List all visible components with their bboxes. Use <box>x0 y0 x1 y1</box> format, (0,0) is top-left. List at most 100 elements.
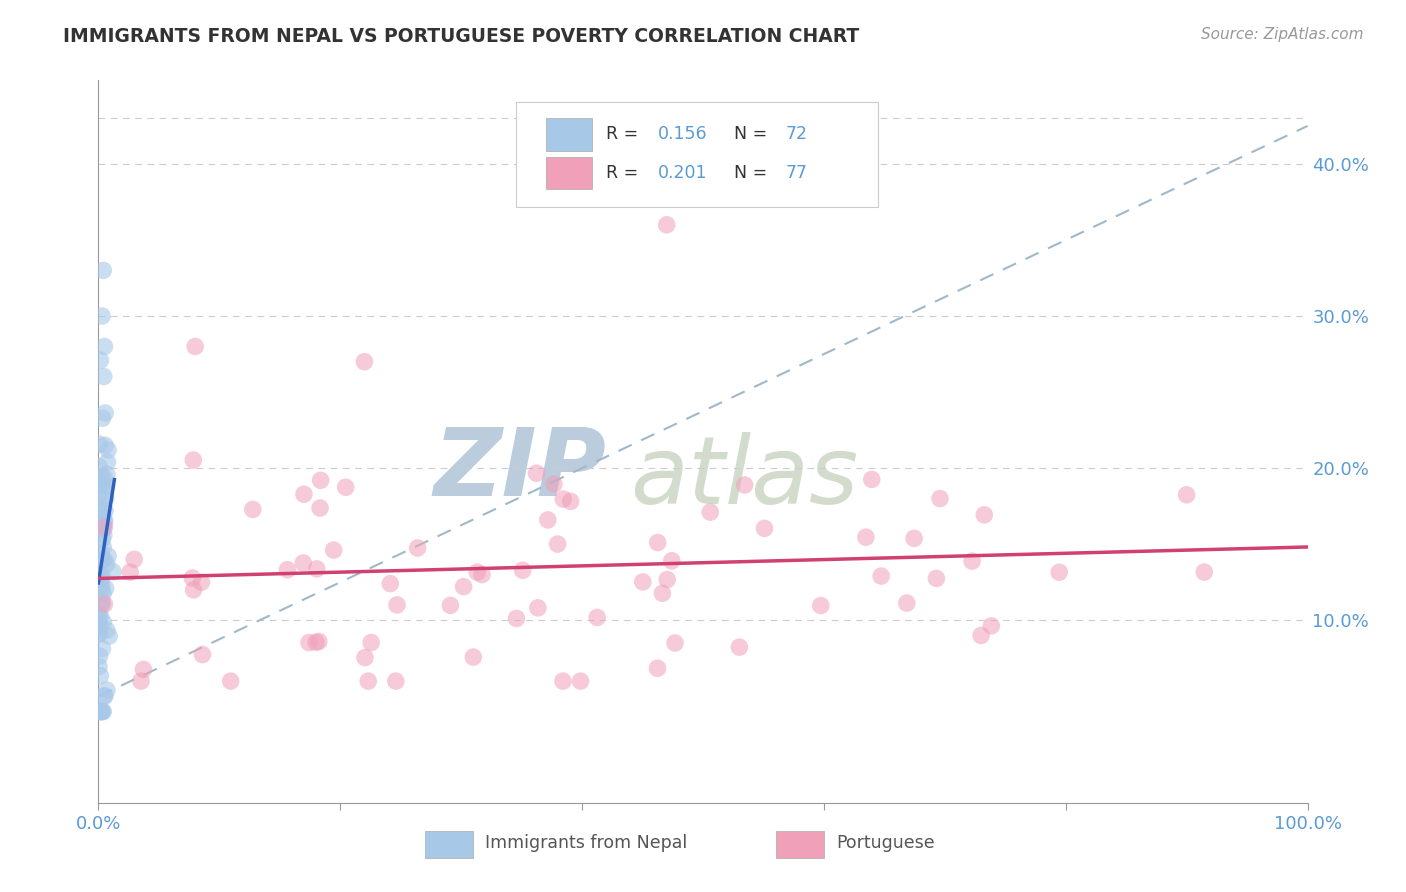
Point <box>96 624 118 638</box>
Point <box>537 513 560 527</box>
Point <box>89 579 111 593</box>
Point <box>87 607 110 622</box>
Point <box>465 565 488 579</box>
Point <box>305 635 328 649</box>
Point <box>439 599 461 613</box>
Point <box>569 674 592 689</box>
Point <box>89 437 111 451</box>
Point <box>353 354 375 368</box>
Point <box>308 634 330 648</box>
Point <box>132 662 155 676</box>
Point <box>91 541 114 555</box>
Point <box>385 674 408 689</box>
Point <box>94 483 117 498</box>
Point <box>925 571 948 585</box>
Point <box>463 650 485 665</box>
Point <box>560 494 582 508</box>
Point <box>87 659 110 673</box>
Point <box>91 705 114 719</box>
Text: IMMIGRANTS FROM NEPAL VS PORTUGUESE POVERTY CORRELATION CHART: IMMIGRANTS FROM NEPAL VS PORTUGUESE POVE… <box>63 27 859 45</box>
Text: Immigrants from Nepal: Immigrants from Nepal <box>485 833 688 852</box>
Point <box>699 505 721 519</box>
Point <box>191 648 214 662</box>
Point <box>292 556 315 570</box>
Point <box>89 546 111 560</box>
Point <box>543 477 565 491</box>
Bar <box>546 156 592 189</box>
Point <box>1047 565 1070 579</box>
Point <box>91 309 114 323</box>
Point <box>527 600 550 615</box>
Point <box>184 339 207 353</box>
Point <box>754 521 776 535</box>
Bar <box>776 831 824 858</box>
Point <box>91 595 114 609</box>
Point <box>122 552 145 566</box>
Point <box>93 501 115 516</box>
Point <box>91 581 114 595</box>
Point <box>586 610 609 624</box>
Point <box>94 689 117 703</box>
Point <box>90 571 112 585</box>
Point <box>322 543 344 558</box>
Point <box>93 475 115 490</box>
Point <box>960 554 983 568</box>
Point <box>657 573 679 587</box>
Point <box>93 690 115 704</box>
Point <box>1194 565 1216 579</box>
Point <box>91 470 114 484</box>
Point <box>89 608 111 623</box>
Point <box>93 552 115 566</box>
Point <box>87 459 110 474</box>
Point <box>664 636 686 650</box>
Bar <box>546 119 592 151</box>
Point <box>89 705 111 719</box>
Text: R =: R = <box>606 164 644 182</box>
Text: R =: R = <box>606 126 644 144</box>
Point <box>453 580 475 594</box>
Point <box>93 520 115 534</box>
Point <box>219 674 242 689</box>
Point <box>553 491 575 506</box>
Point <box>385 598 408 612</box>
Point <box>94 504 117 518</box>
Point <box>94 438 117 452</box>
Point <box>129 674 152 689</box>
Point <box>661 554 683 568</box>
Point <box>93 339 115 353</box>
Point <box>728 640 751 655</box>
Point <box>242 502 264 516</box>
Point <box>91 509 114 524</box>
Point <box>91 522 114 536</box>
Point <box>655 218 678 232</box>
Point <box>89 626 111 640</box>
Point <box>93 597 115 611</box>
Point <box>980 619 1002 633</box>
Point <box>89 353 111 368</box>
Text: N =: N = <box>734 126 773 144</box>
Point <box>190 575 212 590</box>
Point <box>903 532 925 546</box>
Point <box>96 467 118 482</box>
Point <box>94 491 117 506</box>
Point <box>98 629 121 643</box>
Point <box>357 674 380 689</box>
Point <box>896 596 918 610</box>
Text: 0.156: 0.156 <box>658 126 707 144</box>
Point <box>94 582 117 596</box>
Point <box>101 565 124 579</box>
Point <box>335 480 357 494</box>
Point <box>298 635 321 649</box>
Point <box>87 489 110 503</box>
Point <box>89 571 111 585</box>
Point <box>89 556 111 570</box>
Point <box>91 411 114 425</box>
Point <box>91 533 114 547</box>
Text: N =: N = <box>734 164 773 182</box>
Point <box>90 705 112 719</box>
Point <box>93 369 115 384</box>
Point <box>93 516 115 530</box>
Point <box>292 487 315 501</box>
Text: 0.201: 0.201 <box>658 164 707 182</box>
Point <box>91 523 114 537</box>
